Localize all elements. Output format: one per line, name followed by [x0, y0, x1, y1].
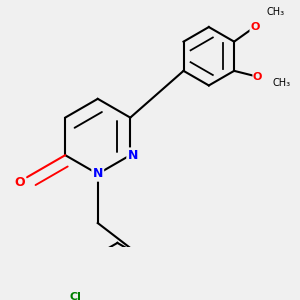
Text: CH₃: CH₃ — [266, 7, 284, 17]
Text: CH₃: CH₃ — [272, 78, 290, 88]
Text: N: N — [128, 149, 138, 162]
Text: Cl: Cl — [69, 292, 81, 300]
Text: N: N — [93, 167, 103, 180]
Text: O: O — [14, 176, 25, 189]
Text: O: O — [253, 72, 262, 82]
Text: O: O — [250, 22, 260, 32]
